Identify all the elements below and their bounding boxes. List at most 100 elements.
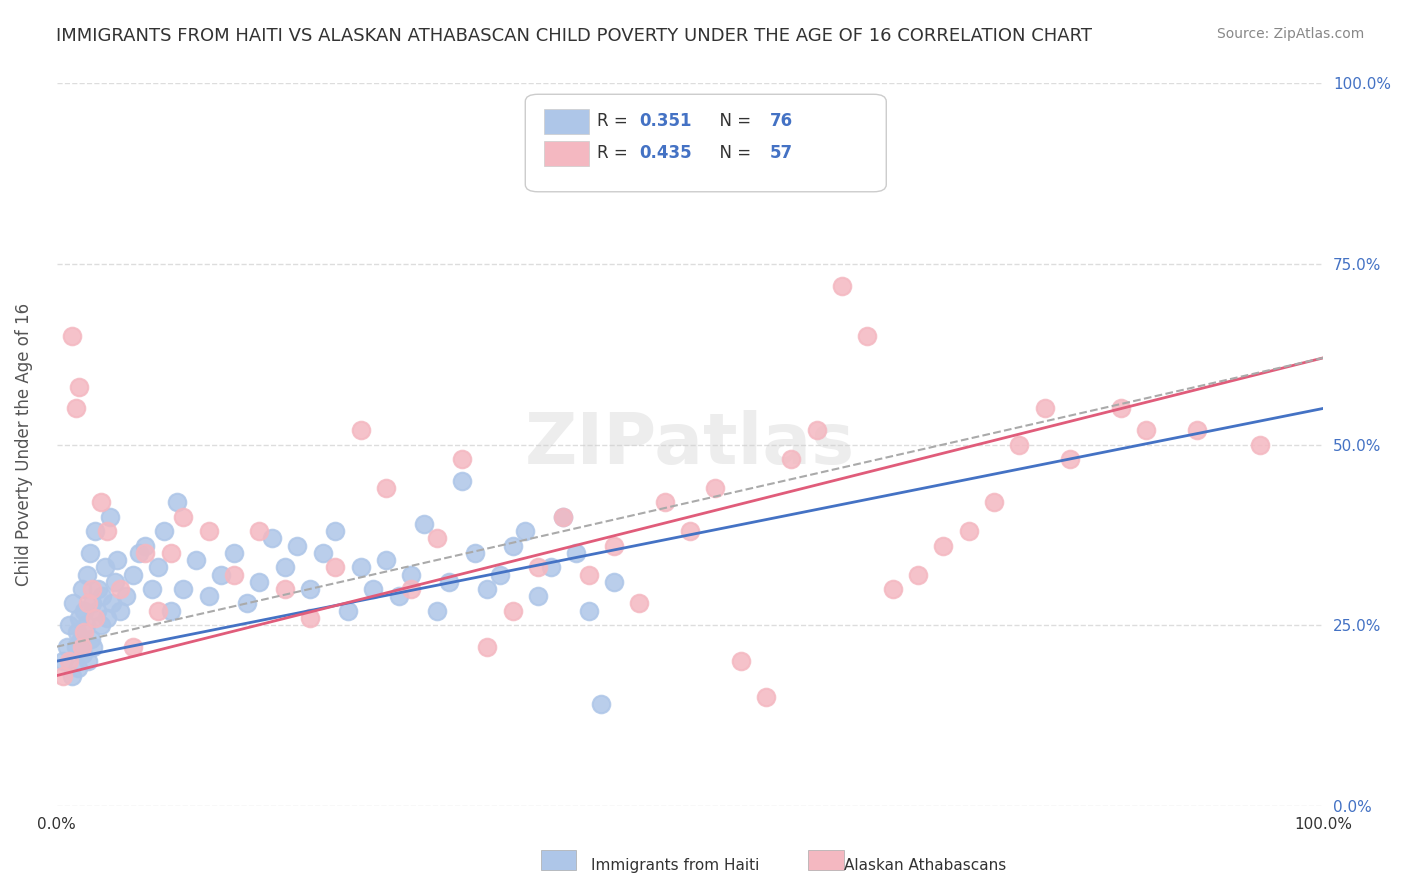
Point — [957, 524, 980, 538]
Point — [401, 582, 423, 596]
Point — [90, 618, 112, 632]
Point — [323, 560, 346, 574]
Point — [52, 654, 75, 668]
Point — [80, 632, 103, 647]
Point — [108, 582, 131, 596]
Text: 0.351: 0.351 — [640, 112, 692, 130]
Point — [565, 546, 588, 560]
Point — [58, 618, 80, 632]
Point — [361, 582, 384, 596]
Point — [1135, 423, 1157, 437]
Point — [222, 546, 245, 560]
Point — [401, 567, 423, 582]
Point — [104, 574, 127, 589]
Point — [83, 524, 105, 538]
Point — [426, 532, 449, 546]
Point — [76, 567, 98, 582]
Text: Alaskan Athabascans: Alaskan Athabascans — [844, 858, 1005, 872]
Point — [298, 611, 321, 625]
Point — [101, 596, 124, 610]
Point — [134, 539, 156, 553]
Point — [1109, 401, 1132, 416]
Point — [515, 524, 537, 538]
Point — [159, 546, 181, 560]
Point — [780, 452, 803, 467]
Point — [388, 589, 411, 603]
Point — [197, 589, 219, 603]
Point — [141, 582, 163, 596]
Point — [349, 560, 371, 574]
Point — [82, 640, 104, 654]
Point — [128, 546, 150, 560]
Point — [73, 625, 96, 640]
Text: R =: R = — [598, 112, 634, 130]
Point — [75, 618, 97, 632]
Point — [273, 582, 295, 596]
Point — [730, 654, 752, 668]
Point — [172, 582, 194, 596]
Point — [98, 509, 121, 524]
Point — [298, 582, 321, 596]
Point — [932, 539, 955, 553]
FancyBboxPatch shape — [544, 141, 589, 167]
Text: 76: 76 — [769, 112, 793, 130]
Point — [628, 596, 651, 610]
Point — [477, 582, 499, 596]
Point — [67, 661, 90, 675]
Point — [323, 524, 346, 538]
Text: ZIPatlas: ZIPatlas — [524, 410, 855, 479]
Point — [527, 560, 550, 574]
Point — [273, 560, 295, 574]
Point — [502, 539, 524, 553]
Point — [679, 524, 702, 538]
Point — [1249, 437, 1271, 451]
Point — [79, 546, 101, 560]
Point — [1059, 452, 1081, 467]
Point — [477, 640, 499, 654]
Point — [540, 560, 562, 574]
Point — [578, 567, 600, 582]
Point — [172, 509, 194, 524]
Point — [603, 539, 626, 553]
Point — [60, 329, 83, 343]
Point — [553, 509, 575, 524]
Point — [134, 546, 156, 560]
Point — [882, 582, 904, 596]
Point — [578, 604, 600, 618]
Y-axis label: Child Poverty Under the Age of 16: Child Poverty Under the Age of 16 — [15, 303, 32, 586]
Point — [107, 553, 129, 567]
Point — [209, 567, 232, 582]
Point — [70, 640, 93, 654]
Point — [374, 481, 396, 495]
Point — [58, 654, 80, 668]
Point — [65, 640, 87, 654]
Point — [77, 596, 100, 610]
Point — [527, 589, 550, 603]
Point — [108, 604, 131, 618]
Point — [91, 589, 114, 603]
FancyBboxPatch shape — [808, 850, 844, 870]
Point — [80, 582, 103, 596]
FancyBboxPatch shape — [541, 850, 576, 870]
Point — [96, 524, 118, 538]
Point — [90, 495, 112, 509]
Point — [96, 611, 118, 625]
Point — [1008, 437, 1031, 451]
Point — [67, 380, 90, 394]
Point — [439, 574, 461, 589]
Point — [235, 596, 257, 610]
Point — [121, 640, 143, 654]
Point — [983, 495, 1005, 509]
Point — [60, 668, 83, 682]
Point — [69, 632, 91, 647]
Text: Source: ZipAtlas.com: Source: ZipAtlas.com — [1216, 27, 1364, 41]
Point — [146, 604, 169, 618]
Point — [93, 560, 115, 574]
Point — [87, 582, 110, 596]
Point — [413, 516, 436, 531]
Point — [222, 567, 245, 582]
Point — [426, 604, 449, 618]
Point — [831, 278, 853, 293]
Text: N =: N = — [709, 112, 756, 130]
Point — [603, 574, 626, 589]
